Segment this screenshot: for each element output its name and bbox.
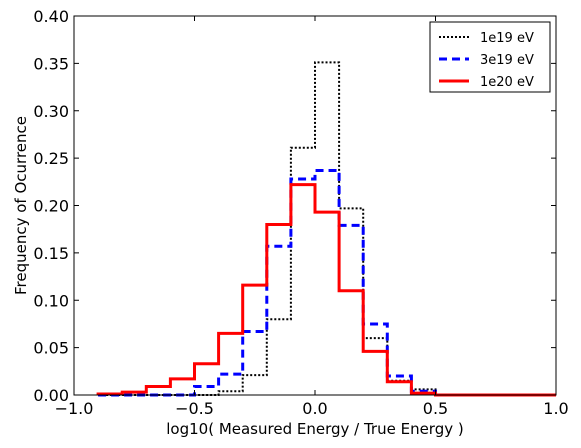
legend-label-1: 1e19 eV — [480, 31, 534, 46]
series-layer — [96, 61, 556, 397]
x-tick-label: −0.5 — [175, 399, 214, 418]
series-line-2 — [98, 168, 556, 397]
y-tick-label: 0.20 — [33, 197, 69, 216]
x-tick-label: −1.0 — [55, 399, 94, 418]
x-tick-label: 0.5 — [423, 399, 448, 418]
x-tick-label: 0.0 — [302, 399, 327, 418]
y-tick-label: 0.30 — [33, 102, 69, 121]
legend-label-2: 3e19 eV — [480, 53, 534, 68]
y-tick-label: 0.15 — [33, 244, 69, 263]
y-tick-label: 0.00 — [33, 386, 69, 405]
y-tick-label: 0.35 — [33, 54, 69, 73]
x-tick-label: 1.0 — [543, 399, 568, 418]
x-axis-label: log10( Measured Energy / True Energy ) — [166, 420, 463, 438]
y-tick-label: 0.40 — [33, 7, 69, 26]
y-tick-label: 0.05 — [33, 339, 69, 358]
y-tick-label: 0.25 — [33, 149, 69, 168]
series-line-3 — [96, 183, 556, 397]
series-line-1 — [98, 61, 556, 396]
y-axis-label: Frequency of Ocurrence — [12, 116, 30, 295]
ticks-layer: −1.0 −0.5 0.0 0.5 1.0 0.00 0.05 0.10 0.15 0.20 0.2… — [33, 7, 568, 418]
legend-label-3: 1e20 eV — [480, 75, 534, 90]
y-tick-label: 0.10 — [33, 291, 69, 310]
legend: 1e19 eV 3e19 eV 1e20 eV — [429, 21, 551, 93]
